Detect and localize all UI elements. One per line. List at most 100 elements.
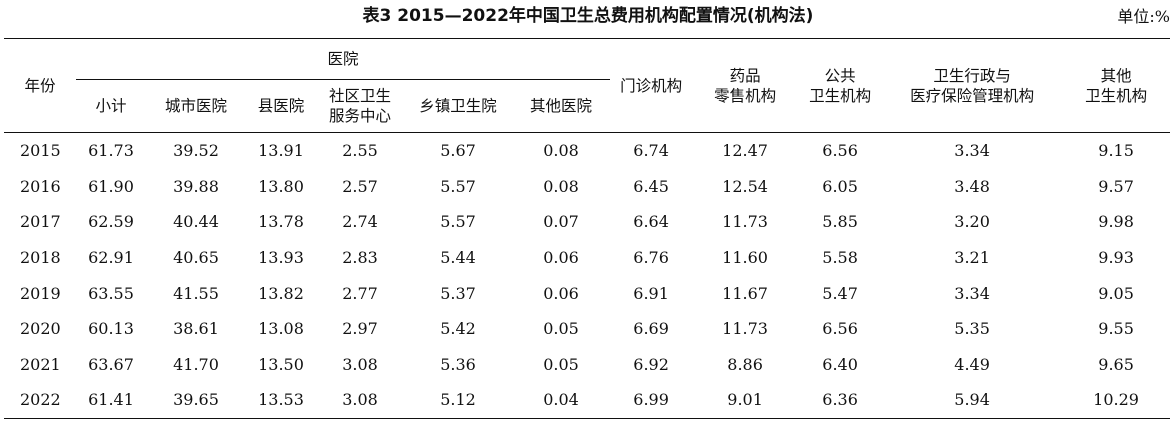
table-row: 2019 63.55 41.55 13.82 2.77 5.37 0.06 6.91 11.67… (4, 275, 1170, 311)
table-row: 2015 61.73 39.52 13.91 2.55 5.67 0.08 6.74 12.47… (4, 133, 1170, 169)
value-cell: 6.74 (633, 141, 669, 161)
value-cell: 60.13 (88, 319, 134, 339)
value-cell: 6.05 (822, 176, 858, 196)
value-cell: 39.65 (173, 390, 219, 410)
value-cell: 3.20 (954, 212, 990, 232)
value-cell: 3.08 (342, 390, 378, 410)
table-title: 表3 2015—2022年中国卫生总费用机构配置情况(机构法) (362, 6, 814, 26)
table-row: 2021 63.67 41.70 13.50 3.08 5.36 0.05 6.92 8.86 6… (4, 347, 1170, 383)
value-cell: 39.52 (173, 141, 219, 161)
expenditure-table: 年份 医院 门诊机构 药品 零售机构 公共 卫生机构 卫生行政与 医疗保险管理机… (4, 38, 1171, 419)
value-cell: 2.55 (342, 141, 378, 161)
value-cell: 6.40 (822, 354, 858, 374)
value-cell: 2.77 (342, 283, 378, 303)
value-cell: 5.67 (440, 141, 476, 161)
value-cell: 0.08 (543, 141, 579, 161)
value-cell: 9.93 (1098, 248, 1134, 268)
year-cell: 2021 (20, 354, 61, 374)
year-cell: 2022 (20, 390, 61, 410)
value-cell: 61.90 (88, 176, 134, 196)
value-cell: 5.12 (440, 390, 476, 410)
value-cell: 2.74 (342, 212, 378, 232)
header-year: 年份 (4, 38, 76, 133)
value-cell: 11.67 (722, 283, 768, 303)
value-cell: 41.55 (173, 283, 219, 303)
header-city-hospital: 城市医院 (146, 79, 246, 133)
value-cell: 5.47 (822, 283, 858, 303)
value-cell: 6.99 (633, 390, 669, 410)
table-body: 2015 61.73 39.52 13.91 2.55 5.67 0.08 6.74 12.47… (4, 133, 1170, 419)
value-cell: 9.98 (1098, 212, 1134, 232)
value-cell: 5.44 (440, 248, 476, 268)
value-cell: 5.94 (954, 390, 990, 410)
value-cell: 63.55 (88, 283, 134, 303)
value-cell: 9.55 (1098, 319, 1134, 339)
value-cell: 9.01 (727, 390, 763, 410)
unit-label: 单位:% (1117, 7, 1170, 26)
value-cell: 3.21 (954, 248, 990, 268)
header-public-health: 公共 卫生机构 (798, 38, 883, 133)
table-row: 2016 61.90 39.88 13.80 2.57 5.57 0.08 6.45 12.54… (4, 169, 1170, 205)
header-community-center: 社区卫生 服务中心 (316, 79, 404, 133)
value-cell: 6.91 (633, 283, 669, 303)
value-cell: 5.35 (954, 319, 990, 339)
value-cell: 2.57 (342, 176, 378, 196)
table-row: 2022 61.41 39.65 13.53 3.08 5.12 0.04 6.99 9.01 6… (4, 382, 1170, 418)
year-cell: 2020 (20, 319, 61, 339)
value-cell: 0.04 (543, 390, 579, 410)
value-cell: 10.29 (1093, 390, 1139, 410)
value-cell: 13.53 (258, 390, 304, 410)
value-cell: 0.06 (543, 248, 579, 268)
value-cell: 0.08 (543, 176, 579, 196)
value-cell: 6.56 (822, 319, 858, 339)
value-cell: 5.85 (822, 212, 858, 232)
value-cell: 6.56 (822, 141, 858, 161)
value-cell: 11.73 (722, 319, 768, 339)
value-cell: 11.60 (722, 248, 768, 268)
value-cell: 5.37 (440, 283, 476, 303)
value-cell: 9.05 (1098, 283, 1134, 303)
year-cell: 2016 (20, 176, 61, 196)
value-cell: 61.41 (88, 390, 134, 410)
value-cell: 8.86 (727, 354, 763, 374)
value-cell: 6.45 (633, 176, 669, 196)
value-cell: 5.57 (440, 176, 476, 196)
value-cell: 6.36 (822, 390, 858, 410)
value-cell: 6.69 (633, 319, 669, 339)
value-cell: 13.93 (258, 248, 304, 268)
value-cell: 3.34 (954, 141, 990, 161)
header-hospital-group: 医院 (327, 50, 359, 68)
value-cell: 5.58 (822, 248, 858, 268)
year-cell: 2018 (20, 248, 61, 268)
value-cell: 3.08 (342, 354, 378, 374)
value-cell: 0.05 (543, 354, 579, 374)
value-cell: 4.49 (954, 354, 990, 374)
header-pharmacy: 药品 零售机构 (692, 38, 799, 133)
value-cell: 13.08 (258, 319, 304, 339)
value-cell: 6.76 (633, 248, 669, 268)
value-cell: 13.82 (258, 283, 304, 303)
value-cell: 11.73 (722, 212, 768, 232)
table-row: 2017 62.59 40.44 13.78 2.74 5.57 0.07 6.64 11.73… (4, 204, 1170, 240)
value-cell: 61.73 (88, 141, 134, 161)
value-cell: 6.92 (633, 354, 669, 374)
value-cell: 3.34 (954, 283, 990, 303)
table-row: 2018 62.91 40.65 13.93 2.83 5.44 0.06 6.76 11.60… (4, 240, 1170, 276)
value-cell: 39.88 (173, 176, 219, 196)
value-cell: 5.57 (440, 212, 476, 232)
header-other: 其他 卫生机构 (1062, 38, 1171, 133)
value-cell: 40.65 (173, 248, 219, 268)
value-cell: 0.05 (543, 319, 579, 339)
value-cell: 63.67 (88, 354, 134, 374)
header-admin: 卫生行政与 医疗保险管理机构 (882, 38, 1063, 133)
header-township-hospital: 乡镇卫生院 (404, 79, 512, 133)
value-cell: 62.91 (88, 248, 134, 268)
value-cell: 2.83 (342, 248, 378, 268)
value-cell: 5.36 (440, 354, 476, 374)
value-cell: 9.57 (1098, 176, 1134, 196)
value-cell: 38.61 (173, 319, 219, 339)
year-cell: 2019 (20, 283, 61, 303)
value-cell: 40.44 (173, 212, 219, 232)
value-cell: 3.48 (954, 176, 990, 196)
value-cell: 13.50 (258, 354, 304, 374)
